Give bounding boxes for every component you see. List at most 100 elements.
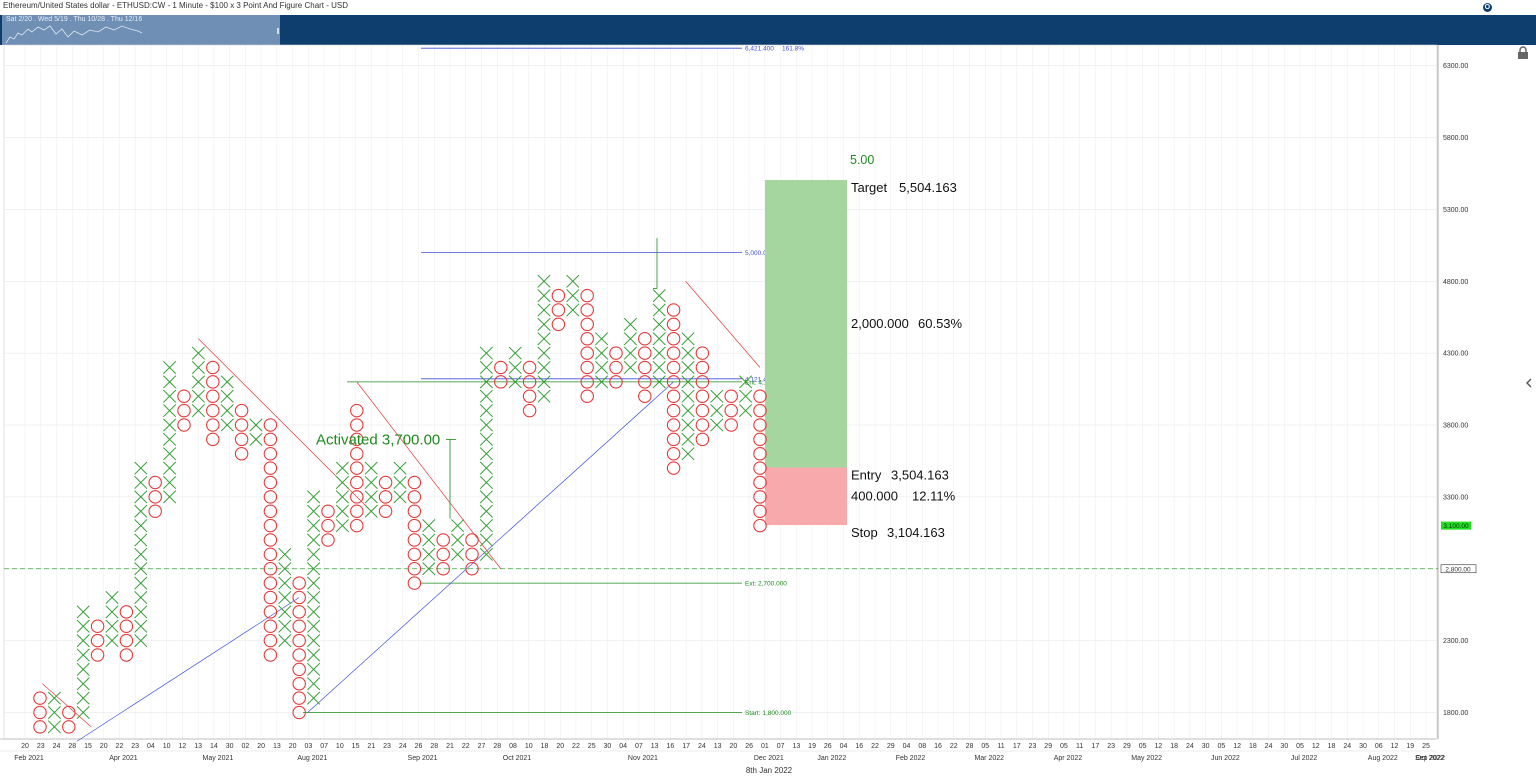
pnf-x-mark: [278, 605, 292, 619]
pnf-x-mark: [278, 576, 292, 590]
y-tick-label: 4300.00: [1443, 351, 1468, 358]
x-tick-label: 30: [226, 743, 234, 750]
pnf-x-mark: [191, 375, 205, 389]
pnf-o-mark: [580, 288, 594, 303]
pnf-x-mark: [278, 619, 292, 633]
pnf-x-mark: [479, 418, 493, 432]
pnf-x-mark: [739, 389, 753, 403]
pnf-x-mark: [479, 490, 493, 504]
pnf-o-mark: [33, 705, 47, 720]
x-tick-label: 23: [37, 743, 45, 750]
pnf-x-mark: [681, 404, 695, 418]
pnf-x-mark: [105, 634, 119, 648]
pnf-x-mark: [566, 289, 580, 303]
pnf-x-mark: [335, 504, 349, 518]
pnf-o-mark: [407, 504, 422, 518]
pnf-o-mark: [119, 605, 134, 619]
x-tick-label: 28: [966, 743, 974, 750]
x-month-label: Dec 2021: [754, 755, 784, 762]
pnf-o-mark: [33, 691, 47, 705]
resistance-trendline-3: [42, 683, 92, 728]
x-tick-label: 10: [163, 743, 171, 750]
horizontal-line-label: 2,800.00: [1445, 566, 1471, 573]
x-tick-label: 24: [1343, 743, 1351, 750]
pnf-x-mark: [479, 432, 493, 446]
x-month-label: Aug 2022: [1368, 755, 1398, 762]
pnf-x-mark: [364, 504, 378, 518]
x-tick-label: 08: [918, 743, 926, 750]
pnf-o-mark: [263, 446, 278, 461]
pnf-x-mark: [47, 720, 61, 734]
pnf-o-mark: [177, 389, 191, 403]
chart-title: Ethereum/United States dollar - ETHUSD:C…: [3, 1, 349, 10]
pnf-x-mark: [307, 634, 321, 648]
pnf-o-mark: [263, 490, 278, 504]
x-tick-label: 10: [525, 743, 533, 750]
pnf-o-mark: [638, 375, 652, 389]
navigator-handle[interactable]: [277, 28, 279, 34]
target-level-label: Start: 1,800.000: [745, 710, 792, 717]
pnf-x-mark: [76, 691, 90, 705]
pnf-x-mark: [681, 375, 695, 389]
pnf-x-mark: [508, 346, 522, 360]
x-tick-label: 18: [1328, 743, 1336, 750]
x-tick-label: 29: [1123, 743, 1131, 750]
logo: O Optuma: [1482, 1, 1532, 13]
pnf-x-mark: [422, 562, 436, 576]
x-tick-label: 23: [1029, 743, 1037, 750]
stop-value: 3,104.163: [887, 525, 945, 540]
pnf-o-mark: [638, 389, 652, 403]
navigator-sparkline: [5, 25, 143, 44]
pnf-x-mark: [364, 490, 378, 504]
pnf-x-mark: [479, 519, 493, 533]
pnf-x-mark: [595, 346, 609, 360]
lock-icon[interactable]: [1516, 46, 1530, 60]
pnf-o-mark: [292, 633, 306, 648]
pnf-o-mark: [407, 533, 422, 547]
fib-level-label: 5,000.000: [745, 250, 774, 257]
pnf-x-mark: [134, 519, 148, 533]
pnf-x-mark: [76, 634, 90, 648]
activated-label: Activated 3,700.00: [316, 431, 440, 448]
time-navigator[interactable]: Sat 2/20 . Wed 5/19 . Thu 10/28 . Thu 12…: [2, 15, 280, 45]
x-tick-label: 13: [714, 743, 722, 750]
y-tick-label: 4800.00: [1443, 279, 1468, 286]
x-month-label: May 2021: [203, 755, 234, 762]
x-tick-label: 22: [950, 743, 958, 750]
x-tick-label: 18: [1249, 743, 1257, 750]
x-tick-label: 11: [997, 743, 1004, 750]
pnf-o-mark: [263, 576, 278, 590]
navigator-dates: Sat 2/20 . Wed 5/19 . Thu 10/28 . Thu 12…: [6, 16, 143, 23]
pnf-x-mark: [566, 274, 580, 288]
pnf-x-mark: [307, 605, 321, 619]
current-price-label: 3,100.00: [1443, 523, 1469, 530]
x-tick-label: 29: [887, 743, 895, 750]
pnf-x-mark: [537, 332, 551, 346]
pnf-x-mark: [652, 375, 666, 389]
x-tick-label: 10: [336, 743, 344, 750]
x-tick-label: 20: [289, 743, 297, 750]
pnf-o-mark: [263, 432, 278, 447]
x-tick-label: 17: [1092, 743, 1100, 750]
pnf-x-mark: [220, 389, 234, 403]
pnf-x-mark: [307, 619, 321, 633]
pnf-o-mark: [666, 432, 681, 447]
pnf-o-mark: [753, 461, 767, 475]
x-month-label: Apr 2022: [1054, 755, 1083, 762]
pnf-x-mark: [191, 360, 205, 375]
pnf-x-mark: [134, 504, 148, 518]
x-tick-label: 12: [179, 743, 187, 750]
x-tick-label: 19: [808, 743, 816, 750]
pnf-o-mark: [407, 547, 422, 562]
x-tick-label: 19: [1406, 743, 1414, 750]
pnf-x-mark: [537, 303, 551, 317]
pnf-o-mark: [638, 331, 652, 346]
pnf-x-mark: [335, 519, 349, 533]
x-tick-label: 27: [478, 743, 486, 750]
chevron-left-icon[interactable]: [1524, 376, 1534, 390]
pnf-o-mark: [263, 561, 278, 576]
x-month-label: Oct 2021: [503, 755, 532, 762]
x-tick-label: 30: [1359, 743, 1367, 750]
x-tick-label: 14: [210, 743, 218, 750]
